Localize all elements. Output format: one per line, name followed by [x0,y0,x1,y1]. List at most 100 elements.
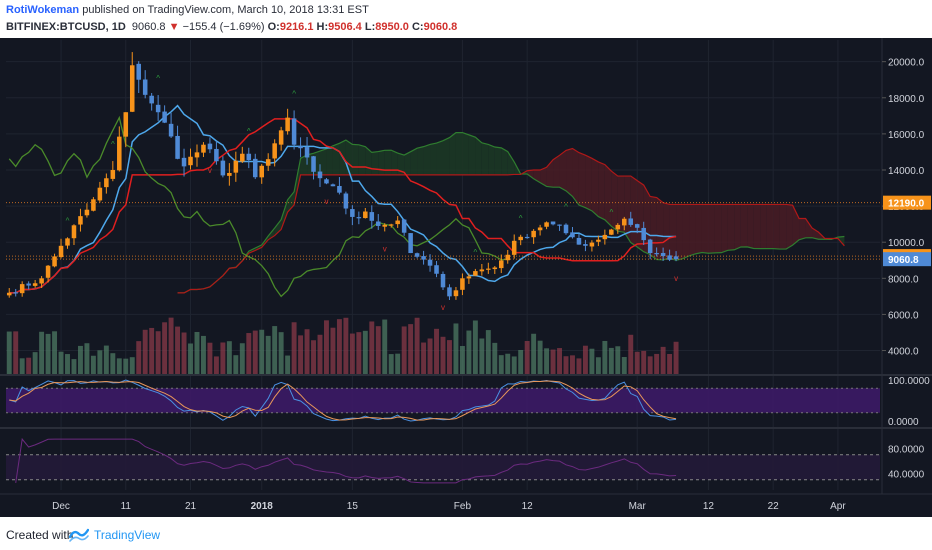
candle-body[interactable] [511,240,517,255]
candle-body[interactable] [168,123,174,137]
candle-body[interactable] [32,283,38,286]
candle-body[interactable] [110,169,116,179]
candle-body[interactable] [259,165,264,178]
candle-body[interactable] [298,145,303,149]
candle-body[interactable] [667,255,672,260]
candle-body[interactable] [388,224,394,226]
candle-body[interactable] [162,111,167,123]
candle-body[interactable] [570,232,575,238]
candle-body[interactable] [356,217,362,219]
candle-body[interactable] [628,218,634,225]
symbol-label[interactable]: BITFINEX:BTCUSD, 1D [6,21,126,33]
candle-body[interactable] [518,236,523,241]
candle-body[interactable] [278,130,284,145]
candle-body[interactable] [129,65,135,112]
candle-body[interactable] [544,222,549,227]
author-link[interactable]: RotiWokeman [6,4,80,16]
candle-body[interactable] [304,147,310,158]
candle-body[interactable] [473,271,478,276]
candle-body[interactable] [311,156,316,172]
candle-body[interactable] [123,112,129,137]
candle-body[interactable] [654,253,659,255]
candle-body[interactable] [78,216,83,225]
candle-body[interactable] [201,144,206,153]
candle-body[interactable] [220,160,226,176]
candle-body[interactable] [583,244,588,246]
candle-body[interactable] [207,143,213,150]
candle-body[interactable] [252,158,258,178]
candle-body[interactable] [19,284,25,294]
candle-body[interactable] [524,236,530,239]
candle-body[interactable] [337,185,342,193]
candle-body[interactable] [609,229,614,235]
candle-body[interactable] [466,276,472,279]
candle-body[interactable] [589,242,595,247]
candle-body[interactable] [350,209,355,217]
candle-body[interactable] [557,224,562,226]
stochastic-pane[interactable] [6,379,880,422]
candle-body[interactable] [673,256,679,260]
candle-body[interactable] [369,212,375,221]
candle-body[interactable] [434,265,439,274]
candle-body[interactable] [285,117,290,132]
candle-body[interactable] [531,230,536,238]
candle-body[interactable] [479,269,485,272]
candle-body[interactable] [194,152,200,158]
candle-body[interactable] [233,160,239,173]
candle-body[interactable] [136,63,141,80]
candle-body[interactable] [537,227,543,231]
candle-body[interactable] [227,172,232,176]
candle-body[interactable] [175,135,180,159]
candle-body[interactable] [155,104,161,113]
candle-body[interactable] [408,233,413,254]
candle-body[interactable] [660,252,666,257]
candle-body[interactable] [641,227,646,241]
candle-body[interactable] [363,211,368,219]
candle-body[interactable] [505,254,511,261]
candle-body[interactable] [97,187,103,201]
candle-body[interactable] [486,268,491,270]
candle-body[interactable] [13,292,18,294]
candle-body[interactable] [58,245,64,258]
tradingview-brand[interactable]: TradingView [94,528,161,542]
candle-body[interactable] [52,256,57,267]
candle-body[interactable] [39,278,44,284]
candle-body[interactable] [65,238,70,246]
candle-body[interactable] [395,220,400,225]
candle-body[interactable] [214,148,219,162]
candle-body[interactable] [343,193,349,209]
candle-body[interactable] [71,225,77,239]
rsi-pane[interactable] [6,437,880,484]
candle-body[interactable] [460,278,465,290]
candlesticks[interactable] [6,52,679,301]
candle-body[interactable] [401,219,407,233]
tradingview-logo-icon[interactable] [69,525,89,543]
time-axis[interactable]: Dec 11 21 2018 15 Feb 12 Mar 12 22 Apr [0,493,932,512]
candle-body[interactable] [181,157,187,167]
candle-body[interactable] [550,221,556,225]
candle-body[interactable] [142,79,148,95]
candle-body[interactable] [104,178,109,188]
price-axis[interactable]: 4000.06000.08000.010000.012000.014000.01… [0,38,932,494]
candle-body[interactable] [265,159,271,166]
candle-body[interactable] [6,292,12,296]
candle-body[interactable] [576,237,582,245]
candle-body[interactable] [117,136,122,171]
chart-canvas[interactable]: ^ ^ ^ v ^ ^ v v v ^ ^ ^ ^ v 4000.0 6000.0 8000.0 10000.0… [0,38,932,517]
candle-body[interactable] [291,118,297,145]
candle-body[interactable] [602,234,608,240]
candle-body[interactable] [382,224,387,227]
candle-body[interactable] [615,224,621,230]
candle-body[interactable] [272,143,277,159]
candle-body[interactable] [647,239,653,254]
candle-body[interactable] [188,156,193,166]
candle-body[interactable] [596,239,601,242]
candle-body[interactable] [45,265,51,278]
candle-body[interactable] [414,253,420,257]
candle-body[interactable] [26,283,31,286]
candle-body[interactable] [421,256,426,260]
candle-body[interactable] [324,179,329,184]
candle-body[interactable] [246,153,252,161]
candle-body[interactable] [447,287,452,297]
candle-body[interactable] [440,273,446,288]
